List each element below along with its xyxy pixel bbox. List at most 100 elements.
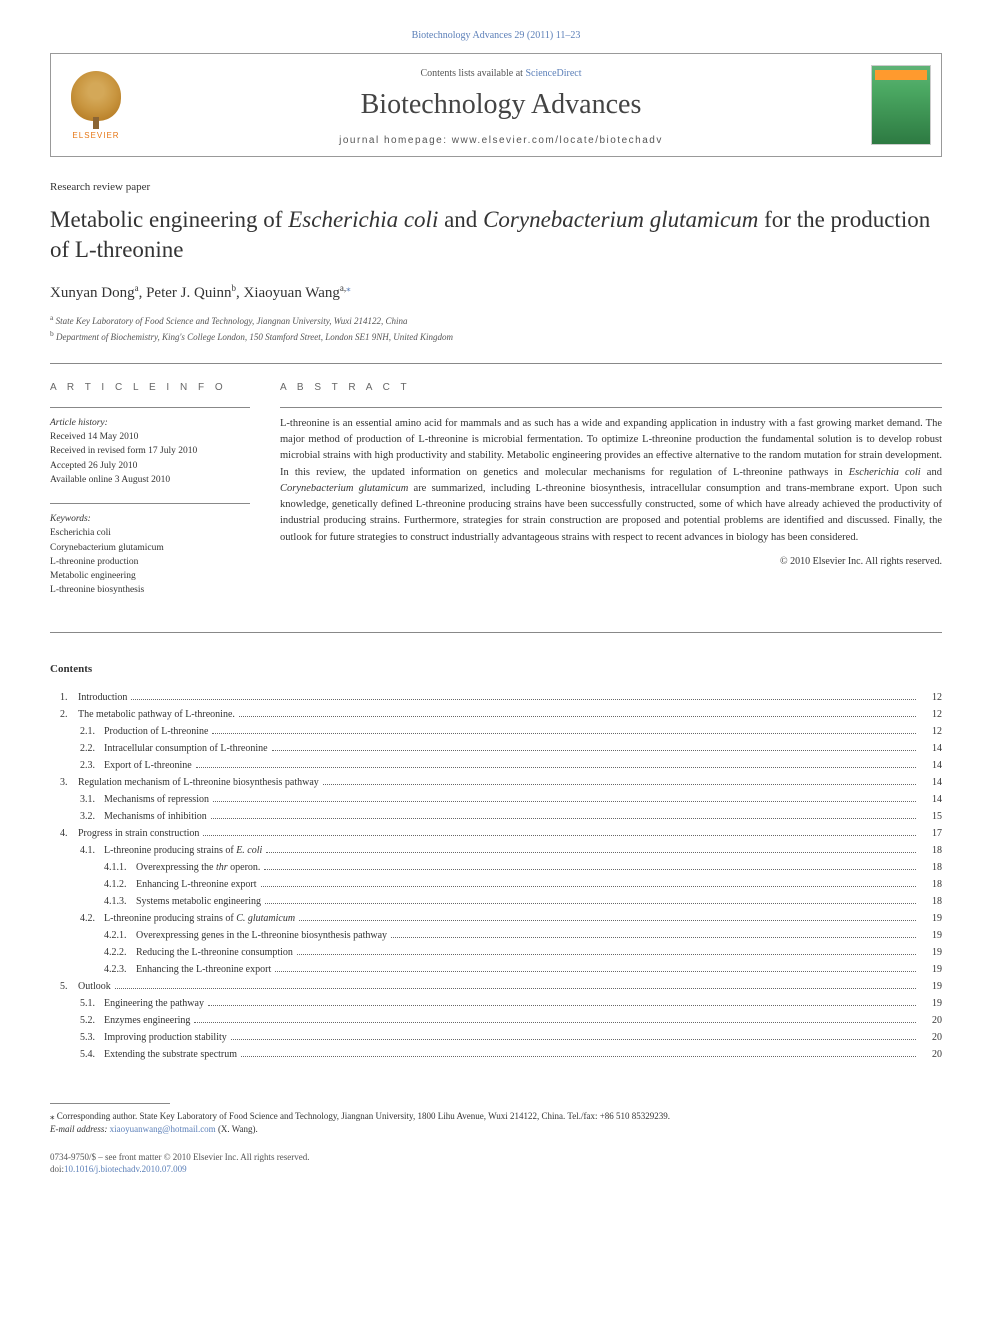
toc-row[interactable]: 2.The metabolic pathway of L-threonine.1… [50,706,942,723]
article-history: Article history: Received 14 May 2010 Re… [50,416,250,487]
toc-row[interactable]: 4.1.L-threonine producing strains of E. … [50,842,942,859]
keyword-2: L-threonine production [50,555,250,569]
affiliations: a State Key Laboratory of Food Science a… [50,312,942,345]
author-3: Xiaoyuan Wang [244,285,340,301]
toc-leader-dots [203,835,916,836]
toc-number: 4.1.1. [50,859,136,876]
toc-row[interactable]: 5.3.Improving production stability20 [50,1029,942,1046]
toc-title: Overexpressing the thr operon. [136,859,260,876]
corresponding-marker[interactable]: ⁎ [346,283,351,293]
toc-page: 19 [920,995,942,1012]
toc-leader-dots [213,801,916,802]
toc-row[interactable]: 4.2.2.Reducing the L-threonine consumpti… [50,944,942,961]
title-smallcap: L [75,237,89,262]
toc-number: 4.2.2. [50,944,136,961]
toc-leader-dots [241,1056,916,1057]
toc-row[interactable]: 2.2.Intracellular consumption of L-threo… [50,740,942,757]
toc-page: 15 [920,808,942,825]
toc-row[interactable]: 5.1.Engineering the pathway19 [50,995,942,1012]
elsevier-tree-icon [71,71,121,121]
footnotes: ⁎ Corresponding author. State Key Labora… [50,1110,942,1137]
email-link[interactable]: xiaoyuanwang@hotmail.com [110,1124,216,1134]
toc-page: 19 [920,961,942,978]
title-text-5: -threonine [89,237,184,262]
toc-row[interactable]: 2.1.Production of L-threonine12 [50,723,942,740]
toc-row[interactable]: 2.3.Export of L-threonine14 [50,757,942,774]
date-online: Available online 3 August 2010 [50,473,250,487]
table-of-contents: 1.Introduction122.The metabolic pathway … [50,689,942,1063]
sciencedirect-link[interactable]: ScienceDirect [525,68,581,79]
article-title: Metabolic engineering of Escherichia col… [50,205,942,265]
toc-title: Progress in strain construction [78,825,199,842]
title-text-2: and [438,207,483,232]
toc-title: Intracellular consumption of L-threonine [104,740,268,757]
toc-number: 2.3. [50,757,104,774]
toc-title: Extending the substrate spectrum [104,1046,237,1063]
toc-number: 5.2. [50,1012,104,1029]
toc-row[interactable]: 4.2.L-threonine producing strains of C. … [50,910,942,927]
toc-number: 4.1. [50,842,104,859]
abstract-text: L-threonine is an essential amino acid f… [280,416,942,546]
author-2-aff: b [232,283,237,293]
toc-title: Export of L-threonine [104,757,192,774]
toc-row[interactable]: 5.4.Extending the substrate spectrum20 [50,1046,942,1063]
toc-page: 19 [920,927,942,944]
toc-row[interactable]: 1.Introduction12 [50,689,942,706]
toc-page: 14 [920,740,942,757]
toc-row[interactable]: 5.2.Enzymes engineering20 [50,1012,942,1029]
toc-page: 20 [920,1012,942,1029]
toc-row[interactable]: 4.2.1.Overexpressing genes in the L-thre… [50,927,942,944]
title-text-1: Metabolic engineering of [50,207,288,232]
divider-bottom [50,632,942,633]
journal-homepage: journal homepage: www.elsevier.com/locat… [151,135,851,146]
email-label: E-mail address: [50,1124,107,1134]
toc-row[interactable]: 3.Regulation mechanism of L-threonine bi… [50,774,942,791]
toc-row[interactable]: 3.1.Mechanisms of repression14 [50,791,942,808]
toc-leader-dots [131,699,916,700]
author-3-aff: a,⁎ [340,283,351,293]
keywords-label: Keywords: [50,512,250,526]
doi-link[interactable]: 10.1016/j.biotechadv.2010.07.009 [64,1164,187,1174]
toc-page: 19 [920,978,942,995]
toc-row[interactable]: 4.1.1.Overexpressing the thr operon.18 [50,859,942,876]
toc-title: Systems metabolic engineering [136,893,261,910]
toc-leader-dots [265,903,916,904]
toc-leader-dots [323,784,916,785]
keyword-0: Escherichia coli [50,526,250,540]
toc-number: 5.3. [50,1029,104,1046]
toc-row[interactable]: 5.Outlook19 [50,978,942,995]
abstract-column: A B S T R A C T L-threonine is an essent… [280,382,942,614]
doi-line: doi:10.1016/j.biotechadv.2010.07.009 [50,1163,942,1176]
toc-leader-dots [212,733,916,734]
toc-number: 3.1. [50,791,104,808]
toc-page: 18 [920,842,942,859]
toc-row[interactable]: 4.Progress in strain construction17 [50,825,942,842]
elsevier-logo: ELSEVIER [61,65,131,145]
toc-number: 2.2. [50,740,104,757]
toc-leader-dots [297,954,916,955]
footnote-divider [50,1103,170,1104]
toc-title: Outlook [78,978,111,995]
abstract-divider [280,407,942,408]
article-info-column: A R T I C L E I N F O Article history: R… [50,382,250,614]
toc-row[interactable]: 4.2.3.Enhancing the L-threonine export19 [50,961,942,978]
toc-title: Regulation mechanism of L-threonine bios… [78,774,319,791]
toc-row[interactable]: 3.2.Mechanisms of inhibition15 [50,808,942,825]
abstract-copyright: © 2010 Elsevier Inc. All rights reserved… [280,556,942,567]
toc-leader-dots [272,750,916,751]
toc-row[interactable]: 4.1.3.Systems metabolic engineering18 [50,893,942,910]
info-divider-2 [50,503,250,504]
bottom-info: 0734-9750/$ – see front matter © 2010 El… [50,1151,942,1176]
toc-title: Production of L-threonine [104,723,208,740]
header-center: Contents lists available at ScienceDirec… [141,54,861,156]
toc-title: Reducing the L-threonine consumption [136,944,293,961]
toc-leader-dots [208,1005,916,1006]
toc-page: 20 [920,1046,942,1063]
homepage-url[interactable]: www.elsevier.com/locate/biotechadv [452,135,663,146]
toc-page: 18 [920,876,942,893]
toc-number: 2. [50,706,78,723]
email-who: (X. Wang). [216,1124,258,1134]
author-1-aff: a [135,283,139,293]
toc-leader-dots [299,920,916,921]
toc-row[interactable]: 4.1.2.Enhancing L-threonine export18 [50,876,942,893]
